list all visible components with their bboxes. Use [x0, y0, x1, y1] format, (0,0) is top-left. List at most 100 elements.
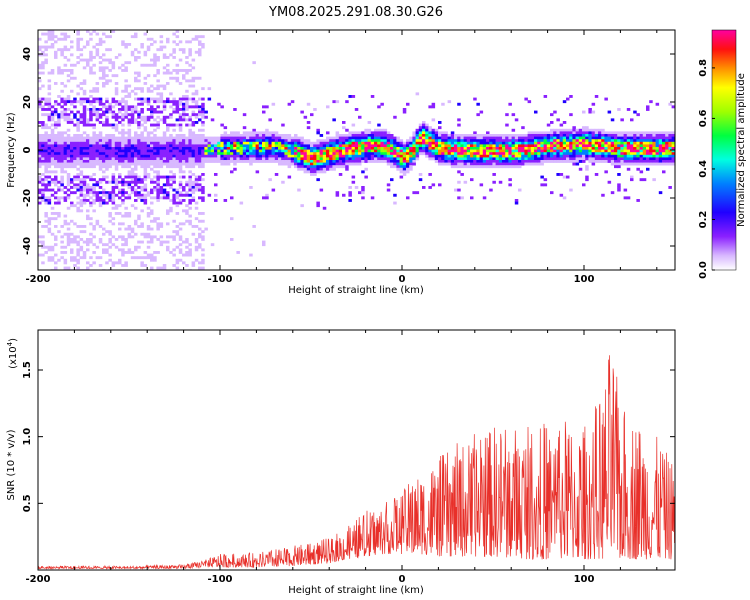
spectrogram-y-label: Frequency (Hz)	[6, 112, 17, 188]
heatmap-cell	[114, 100, 119, 104]
heatmap-cell	[98, 115, 103, 119]
heatmap-cell	[498, 147, 503, 150]
heatmap-cell	[162, 100, 167, 104]
heatmap-cell	[169, 183, 173, 187]
heatmap-cell	[498, 152, 503, 156]
heatmap-cell	[671, 105, 675, 109]
heatmap-cell	[300, 110, 304, 114]
heatmap-cell	[367, 154, 372, 158]
heatmap-cell	[156, 173, 160, 176]
heatmap-cell	[140, 225, 144, 228]
heatmap-cell	[182, 162, 186, 166]
heatmap-cell	[425, 136, 429, 140]
snr-scale-note: (x104)	[6, 338, 19, 369]
heatmap-cell	[60, 37, 64, 41]
heatmap-cell	[105, 66, 109, 70]
heatmap-cell	[134, 105, 138, 109]
heatmap-cell	[118, 191, 122, 195]
heatmap-cell	[463, 136, 468, 140]
heatmap-cell	[649, 141, 653, 145]
heatmap-cell	[364, 154, 368, 158]
heatmap-cell	[297, 147, 301, 150]
heatmap-cell	[182, 139, 186, 143]
heatmap-cell	[268, 131, 272, 135]
heatmap-cell	[364, 144, 368, 148]
heatmap-cell	[636, 136, 640, 140]
heatmap-cell	[546, 134, 551, 137]
heatmap-cell	[162, 115, 167, 119]
heatmap-cell	[559, 154, 564, 158]
heatmap-cell	[50, 141, 55, 145]
heatmap-cell	[527, 100, 532, 104]
heatmap-cell	[294, 152, 298, 156]
heatmap-cell	[569, 139, 573, 143]
heatmap-cell	[111, 196, 116, 200]
heatmap-cell	[127, 186, 132, 189]
heatmap-cell	[495, 160, 500, 163]
heatmap-cell	[319, 149, 324, 153]
heatmap-cell	[594, 141, 599, 145]
heatmap-cell	[156, 222, 160, 226]
heatmap-cell	[486, 157, 490, 161]
heatmap-cell	[450, 136, 455, 140]
heatmap-cell	[86, 97, 90, 101]
heatmap-cell	[329, 165, 333, 169]
heatmap-cell	[399, 141, 404, 145]
heatmap-cell	[511, 136, 516, 140]
heatmap-cell	[502, 162, 506, 166]
heatmap-cell	[537, 139, 541, 143]
heatmap-cell	[562, 100, 567, 104]
heatmap-cell	[66, 165, 71, 169]
heatmap-cell	[204, 115, 208, 119]
heatmap-cell	[41, 240, 45, 244]
heatmap-cell	[665, 152, 669, 156]
heatmap-cell	[460, 149, 464, 153]
heatmap-cell	[377, 144, 381, 148]
heatmap-cell	[502, 147, 506, 150]
heatmap-cell	[553, 139, 557, 143]
heatmap-cell	[111, 152, 116, 156]
heatmap-cell	[66, 115, 71, 119]
heatmap-cell	[361, 141, 365, 145]
heatmap-cell	[92, 136, 96, 140]
heatmap-cell	[207, 139, 212, 143]
heatmap-cell	[428, 126, 432, 130]
heatmap-cell	[383, 154, 388, 158]
heatmap-cell	[319, 188, 324, 192]
heatmap-cell	[63, 97, 68, 101]
heatmap-cell	[63, 118, 68, 122]
heatmap-cell	[425, 128, 429, 132]
heatmap-cell	[82, 110, 87, 114]
heatmap-cell	[98, 240, 103, 244]
heatmap-cell	[242, 131, 247, 135]
heatmap-cell	[460, 152, 464, 156]
heatmap-cell	[159, 136, 164, 140]
heatmap-cell	[73, 235, 77, 239]
heatmap-cell	[178, 69, 183, 72]
heatmap-cell	[559, 149, 564, 153]
heatmap-cell	[457, 139, 461, 143]
heatmap-cell	[63, 214, 68, 218]
heatmap-cell	[262, 152, 266, 156]
heatmap-cell	[54, 139, 58, 143]
heatmap-cell	[482, 160, 487, 163]
heatmap-cell	[498, 162, 503, 166]
heatmap-cell	[313, 149, 317, 153]
heatmap-cell	[636, 144, 640, 148]
heatmap-cell	[431, 141, 436, 145]
heatmap-cell	[610, 118, 615, 122]
heatmap-cell	[44, 251, 48, 254]
heatmap-cell	[82, 240, 87, 244]
heatmap-cell	[255, 160, 260, 163]
heatmap-cell	[130, 113, 135, 117]
heatmap-cell	[658, 162, 663, 166]
heatmap-cell	[540, 144, 544, 148]
heatmap-cell	[274, 131, 279, 135]
heatmap-cell	[201, 108, 205, 111]
heatmap-cell	[166, 175, 170, 179]
heatmap-cell	[76, 100, 80, 104]
heatmap-cell	[617, 165, 621, 169]
heatmap-cell	[47, 84, 52, 88]
heatmap-cell	[137, 71, 141, 75]
heatmap-cell	[380, 131, 384, 135]
